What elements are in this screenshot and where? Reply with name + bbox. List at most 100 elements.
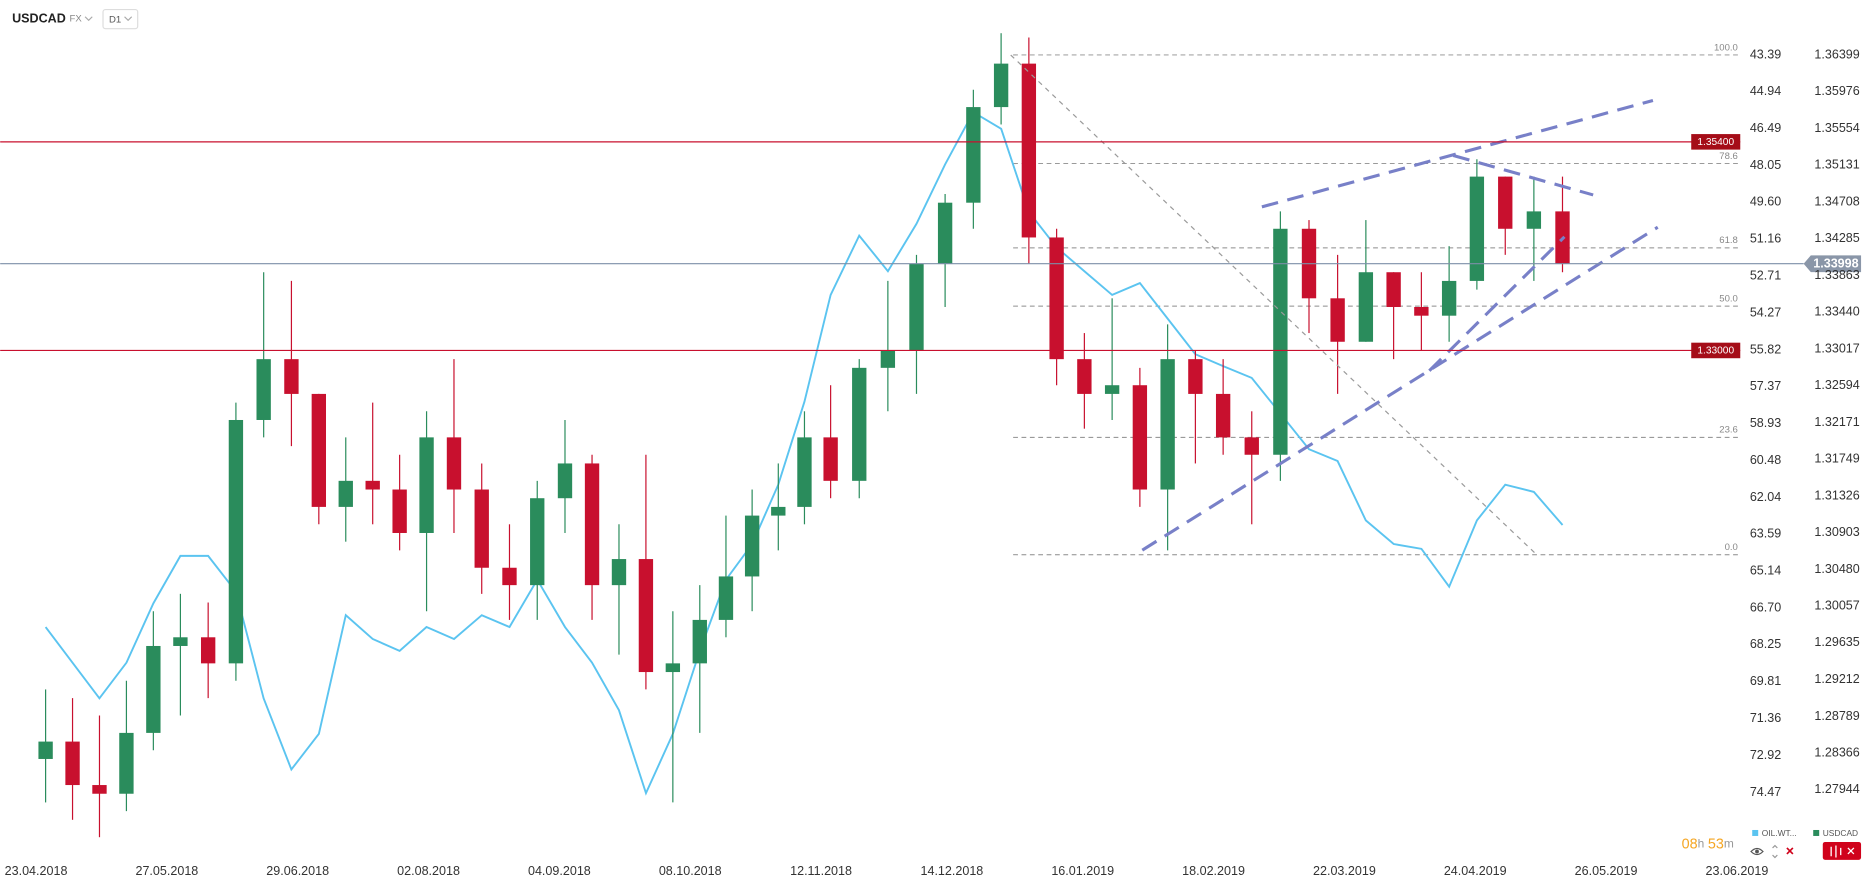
interval-select[interactable]: D1 xyxy=(102,8,139,30)
remove-icon[interactable] xyxy=(1786,847,1794,855)
candle-body xyxy=(909,263,924,351)
candle-body xyxy=(692,619,707,664)
y-tick-label: 1.36399 xyxy=(1814,47,1859,61)
price-level-label: 1.33000 xyxy=(1697,346,1734,357)
y-tick-label: 1.30480 xyxy=(1814,562,1859,576)
y-tick-label: 1.33017 xyxy=(1814,341,1859,355)
legend-swatch xyxy=(1752,829,1759,836)
y-tick-label: 1.31326 xyxy=(1814,488,1859,502)
chevron xyxy=(124,16,133,22)
y2-tick-label: 57.37 xyxy=(1750,379,1781,393)
y2-tick-label: 54.27 xyxy=(1750,306,1781,320)
market[interactable]: FX xyxy=(70,14,83,25)
y2-tick-label: 62.04 xyxy=(1750,490,1781,504)
countdown-hours: 08 xyxy=(1682,836,1698,852)
candle-body xyxy=(1077,359,1092,394)
chart-controls xyxy=(1750,841,1862,860)
price-level-label: 1.35400 xyxy=(1697,137,1734,148)
legend-label: OIL.WT... xyxy=(1762,828,1797,838)
y2-tick-label: 43.39 xyxy=(1750,47,1781,61)
fib-label: 78.6 xyxy=(1719,151,1738,162)
plot-area: 100.0 78.6 61.8 50.0 23.6 0.0 xyxy=(38,33,1741,838)
y-tick-label: 1.34285 xyxy=(1814,231,1859,245)
y2-tick-label: 65.14 xyxy=(1750,563,1781,577)
y2-tick-label: 72.92 xyxy=(1750,748,1781,762)
last-price-label: 1.33998 xyxy=(1813,257,1858,271)
interval-box[interactable] xyxy=(102,8,139,30)
candle-body xyxy=(1215,393,1231,438)
candle-body xyxy=(1160,359,1175,490)
y-tick-label: 1.27944 xyxy=(1814,782,1859,796)
candle-body xyxy=(228,419,244,664)
candle-body xyxy=(1132,385,1148,490)
status: 08h 53m xyxy=(1682,836,1862,860)
x-tick-label: 04.09.2018 xyxy=(528,864,591,878)
candle-body xyxy=(173,637,188,646)
candle-body xyxy=(1386,272,1401,307)
market-select[interactable]: FX xyxy=(70,14,93,25)
y2-tick-label: 55.82 xyxy=(1750,342,1781,356)
x-tick-label: 23.06.2019 xyxy=(1706,864,1769,878)
y2-tick-label: 46.49 xyxy=(1750,121,1781,135)
x-tick-label: 18.02.2019 xyxy=(1182,864,1245,878)
y-tick-label: 1.32594 xyxy=(1814,378,1859,392)
candle-body xyxy=(1244,437,1259,455)
reorder-icon[interactable] xyxy=(1772,844,1778,859)
y2-tick-label: 48.05 xyxy=(1750,158,1781,172)
eye-icon[interactable] xyxy=(1750,847,1764,856)
candle-body xyxy=(65,741,80,786)
candle-body xyxy=(146,645,161,733)
y-tick-label: 1.28789 xyxy=(1814,709,1859,723)
y2-tick-label: 58.93 xyxy=(1750,416,1781,430)
y2-tick-label: 74.47 xyxy=(1750,785,1781,799)
chevron xyxy=(84,16,93,22)
candle-body xyxy=(419,437,434,533)
series-button-icon xyxy=(1830,845,1855,858)
candle-body xyxy=(1188,359,1203,394)
candle-body xyxy=(200,637,216,664)
y2-tick-label: 71.36 xyxy=(1750,711,1781,725)
countdown-h: h xyxy=(1698,836,1705,850)
candle-body xyxy=(665,663,681,673)
x-tick-label: 29.06.2018 xyxy=(266,864,329,878)
y2-tick-label: 52.71 xyxy=(1750,268,1781,282)
x-tick-label: 14.12.2018 xyxy=(920,864,983,878)
x-tick-label: 02.08.2018 xyxy=(397,864,460,878)
interval[interactable]: D1 xyxy=(109,14,121,25)
trend-lines xyxy=(1010,54,1659,556)
overlay: 1.35400 1.33000 1.33998 xyxy=(0,134,1862,359)
series-button[interactable] xyxy=(1822,841,1862,860)
y2-tick-label: 60.48 xyxy=(1750,453,1781,467)
x-tick-label: 27.05.2018 xyxy=(135,864,198,878)
y-tick-label: 1.31749 xyxy=(1814,452,1859,466)
candle-body xyxy=(474,489,489,568)
candle-body xyxy=(718,576,734,620)
y-tick-label: 1.35976 xyxy=(1814,84,1859,98)
legend-label: USDCAD xyxy=(1823,828,1858,838)
candle-body xyxy=(284,359,299,394)
candle-body xyxy=(392,489,407,533)
candle-body xyxy=(365,480,380,490)
candle-body xyxy=(446,437,462,490)
x-tick-label: 22.03.2019 xyxy=(1313,864,1376,878)
candle-body xyxy=(92,785,107,794)
y-tick-label: 1.30057 xyxy=(1814,599,1859,613)
y-tick-label: 1.35131 xyxy=(1814,158,1859,172)
y2-tick-label: 69.81 xyxy=(1750,674,1781,688)
candle-body xyxy=(1273,228,1288,455)
price-level-tag xyxy=(1691,342,1741,359)
candle-body xyxy=(797,437,812,507)
y-tick-label: 1.29212 xyxy=(1814,672,1859,686)
candle-body xyxy=(38,741,53,759)
x-tick-label: 24.04.2019 xyxy=(1444,864,1507,878)
candle-body xyxy=(744,515,760,577)
candle-body xyxy=(966,107,981,203)
y2-tick-label: 51.16 xyxy=(1750,232,1781,246)
legend-swatch xyxy=(1813,829,1820,836)
candle-body xyxy=(993,63,1009,108)
candle-body xyxy=(311,393,327,507)
candle-body xyxy=(1358,272,1374,342)
